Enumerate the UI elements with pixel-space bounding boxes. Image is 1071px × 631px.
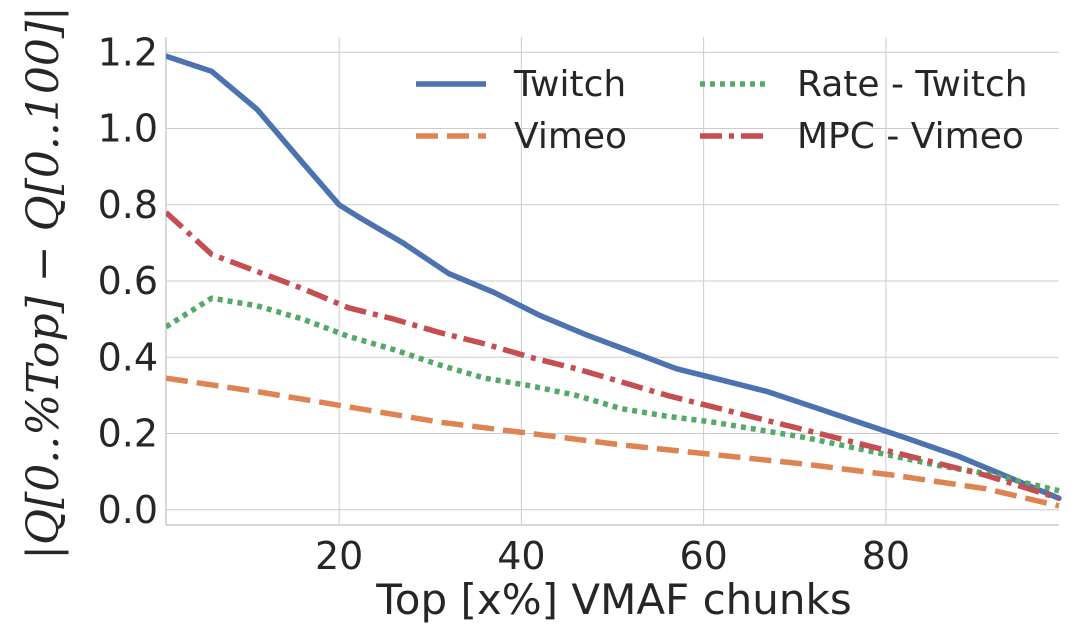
legend-label-vimeo: Vimeo [514,116,627,157]
legend-label-rate-twitch: Rate - Twitch [797,64,1028,105]
series-lines [166,53,1062,509]
x-tick-label: 60 [679,534,727,578]
axes [165,37,1059,526]
y-axis-label-group: |Q[0..%Top] − Q[0..100]| [18,6,69,560]
y-tick-label: 1.0 [98,107,158,151]
y-axis-label: |Q[0..%Top] − Q[0..100]| [18,6,69,560]
legend: Twitch Vimeo Rate - Twitch MPC - Vimeo [416,64,1028,157]
legend-label-mpc-vimeo: MPC - Vimeo [797,116,1024,157]
tick-labels: 20 40 60 80 0.0 0.2 0.4 0.6 0.8 1.0 1.2 [98,30,910,578]
grid [166,37,1059,525]
series-line-twitch [166,53,1062,502]
legend-label-twitch: Twitch [513,64,626,105]
x-axis-label: Top [x%] VMAF chunks [375,575,851,624]
y-tick-label: 0.2 [98,412,158,456]
y-tick-label: 0.4 [98,335,158,379]
y-tick-label: 1.2 [98,30,158,74]
y-tick-label: 0.0 [98,488,158,532]
y-tick-label: 0.6 [98,259,158,303]
y-tick-label: 0.8 [98,183,158,227]
series-line-rate-twitch [166,295,1060,494]
series-line-mpc-vimeo [166,210,1060,501]
x-tick-label: 20 [315,534,363,578]
x-tick-label: 80 [862,534,910,578]
x-tick-label: 40 [497,534,545,578]
